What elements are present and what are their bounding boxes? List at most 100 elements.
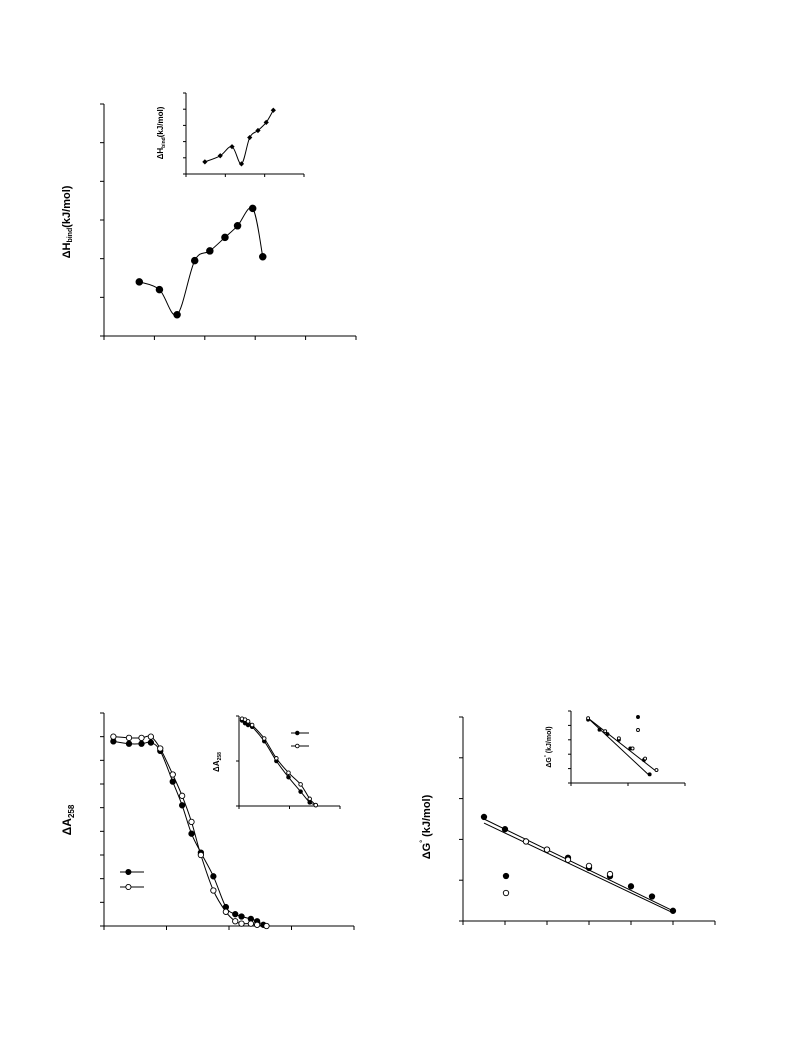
enthalpy-chart-x-ticks [103, 336, 357, 340]
data-point [238, 920, 245, 927]
free-energy-inset-series [586, 716, 659, 777]
data-point [248, 204, 257, 213]
free-energy-inset-y-ticks [568, 710, 571, 784]
data-point [263, 119, 269, 125]
data-point [274, 756, 279, 761]
data-point [125, 734, 133, 741]
data-point [157, 745, 164, 752]
data-point [206, 247, 214, 255]
legend-marker [502, 889, 510, 897]
free-energy-chart-y-ticks [459, 716, 463, 922]
data-point [173, 310, 181, 319]
data-point [654, 768, 659, 772]
data-point [210, 873, 217, 880]
free-energy-chart-axes [462, 717, 715, 922]
data-point [643, 756, 648, 761]
series-line-1 [113, 735, 267, 927]
data-point [222, 908, 230, 915]
free-energy-inset-legend [636, 715, 640, 732]
fit-line-0 [587, 717, 651, 777]
absorbance-inset-y-label: ΔA258 [212, 752, 223, 772]
absorbance-chart-series [110, 733, 270, 930]
free-energy-chart: ΔG° (kJ/mol) [419, 716, 716, 925]
data-point [178, 792, 186, 799]
series-line-0 [204, 109, 274, 165]
free-energy-inset-chart: ΔG° (kJ/mol) [544, 710, 686, 786]
data-point [247, 134, 253, 141]
data-point [298, 782, 303, 787]
data-point [190, 256, 199, 265]
data-point [298, 789, 303, 794]
data-point [647, 772, 652, 777]
data-point [648, 893, 656, 900]
data-point [135, 278, 144, 286]
data-point [232, 918, 239, 925]
data-point [249, 722, 255, 728]
data-point [169, 778, 176, 785]
data-point [616, 736, 621, 741]
data-point [543, 846, 551, 853]
enthalpy-chart: ΔHbind(kJ/mol) [61, 103, 357, 340]
fit-line-1 [587, 717, 657, 772]
data-point [262, 736, 267, 741]
data-point [221, 233, 229, 242]
absorbance-chart-y-ticks [100, 712, 104, 927]
data-point [522, 838, 530, 845]
data-point [147, 739, 155, 746]
absorbance-chart-y-label: ΔA258 [60, 804, 76, 835]
absorbance-inset-legend [291, 730, 309, 749]
data-point [255, 127, 261, 134]
series-line-0 [113, 740, 264, 926]
data-point [253, 921, 261, 928]
legend-marker [295, 743, 300, 749]
free-energy-chart-series [480, 813, 677, 914]
data-point [155, 285, 164, 294]
enthalpy-chart-y-label: ΔHbind(kJ/mol) [61, 185, 74, 258]
data-point [245, 719, 251, 724]
data-point [259, 252, 267, 261]
series-line-1 [241, 718, 317, 806]
data-point [313, 802, 319, 808]
enthalpy-inset-series [202, 107, 276, 167]
data-point [188, 818, 195, 826]
enthalpy-inset-y-label: ΔHbind(kJ/mol) [156, 106, 167, 159]
data-point [247, 920, 255, 927]
free-energy-inset-x-ticks [570, 783, 686, 786]
data-point [627, 883, 635, 890]
absorbance-chart-legend [120, 868, 144, 891]
data-point [501, 826, 509, 833]
data-point [597, 727, 602, 732]
data-point [197, 851, 205, 859]
enthalpy-inset-x-ticks [185, 174, 305, 177]
data-point [307, 800, 312, 805]
data-point [245, 722, 251, 728]
legend-marker [125, 883, 132, 891]
absorbance-chart-x-ticks [103, 926, 355, 930]
data-point [606, 870, 614, 878]
free-energy-chart-x-ticks [462, 921, 716, 925]
free-energy-inset-axes [570, 711, 685, 784]
data-point [480, 813, 488, 821]
legend-marker [636, 715, 640, 719]
data-point [210, 887, 217, 894]
enthalpy-chart-series [135, 204, 267, 319]
data-point [110, 733, 117, 740]
data-point [564, 856, 572, 863]
data-point [233, 222, 242, 230]
fit-line-0 [483, 818, 674, 912]
data-point [603, 729, 608, 734]
absorbance-inset-x-ticks [238, 806, 341, 809]
free-energy-chart-legend [502, 872, 510, 897]
data-point [232, 911, 239, 918]
legend-marker [636, 728, 640, 732]
free-energy-chart-fit-lines [483, 818, 674, 914]
series-line-0 [139, 206, 264, 316]
data-point [286, 770, 291, 775]
data-point [238, 913, 245, 920]
free-energy-chart-y-label: ΔG° (kJ/mol) [419, 794, 433, 859]
data-point [270, 107, 276, 113]
legend-marker [295, 730, 300, 736]
fit-line-1 [483, 822, 674, 914]
data-point [229, 144, 235, 150]
